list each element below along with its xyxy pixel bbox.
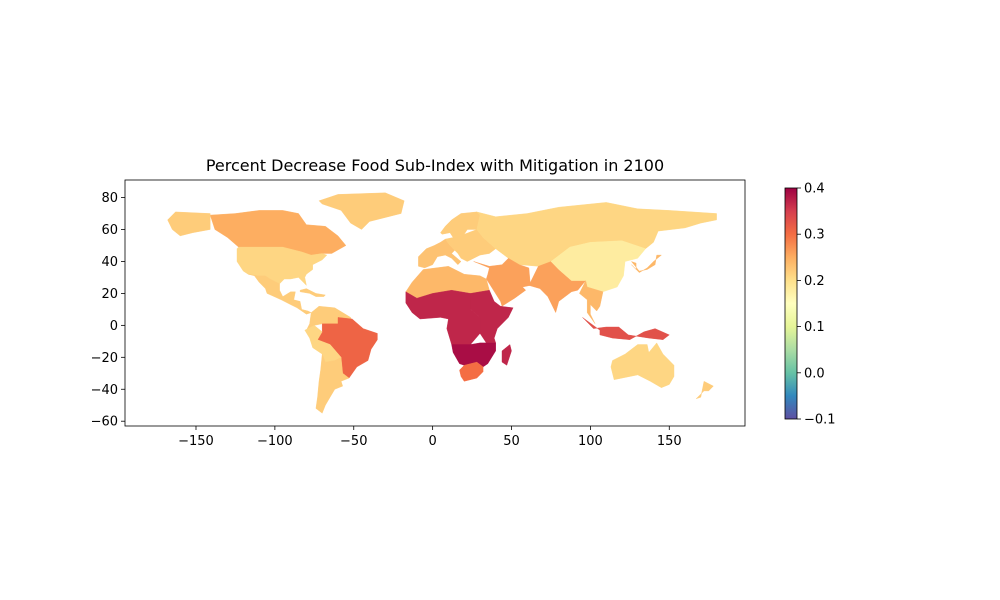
region-mexico-central-america xyxy=(248,274,312,315)
region-western-europe xyxy=(418,238,462,269)
y-tick-label: 0 xyxy=(110,319,118,334)
colorbar-gradient xyxy=(784,187,798,420)
region-caribbean xyxy=(299,288,326,297)
x-tick-label: 0 xyxy=(428,434,436,449)
region-japan-korea xyxy=(630,254,662,273)
region-new-zealand xyxy=(695,381,714,399)
plot-border xyxy=(124,179,746,427)
region-canada xyxy=(209,210,347,259)
y-tick-label: −20 xyxy=(91,351,118,366)
y-tick-label: 40 xyxy=(101,255,118,270)
map-regions xyxy=(167,192,717,414)
y-tick-label: 60 xyxy=(101,223,118,238)
y-tick-label: −60 xyxy=(91,415,118,430)
y-axis: 80 60 40 20 0 −20 −40 −60 xyxy=(91,191,125,430)
colorbar-tick-label: 0.3 xyxy=(804,228,825,243)
chart-title: Percent Decrease Food Sub-Index with Mit… xyxy=(206,156,664,175)
colorbar-tick-label: −0.1 xyxy=(804,413,836,428)
x-tick-label: −150 xyxy=(178,434,214,449)
region-southern-south-america xyxy=(315,354,350,414)
y-tick-label: 80 xyxy=(101,191,118,206)
region-southern-africa xyxy=(451,342,496,368)
colorbar: 0.4 0.3 0.2 0.1 0.0 −0.1 xyxy=(784,182,836,428)
region-southeast-asia xyxy=(579,280,604,324)
region-south-africa xyxy=(459,361,484,382)
x-axis: −150 −100 −50 0 50 100 150 xyxy=(178,426,682,449)
y-tick-label: −40 xyxy=(91,383,118,398)
colorbar-tick-label: 0.2 xyxy=(804,274,825,289)
region-middle-east xyxy=(473,258,531,307)
colorbar-tick-label: 0.4 xyxy=(804,182,825,197)
region-madagascar xyxy=(501,344,512,366)
colorbar-tick-label: 0.0 xyxy=(804,366,825,381)
plot-area xyxy=(124,179,746,427)
region-china xyxy=(550,240,646,293)
region-east-africa xyxy=(470,289,514,344)
region-australia xyxy=(610,342,675,388)
region-alaska xyxy=(167,211,211,237)
y-tick-label: 20 xyxy=(101,287,118,302)
colorbar-tick-label: 0.1 xyxy=(804,320,825,335)
region-indonesia xyxy=(582,317,670,340)
x-tick-label: −50 xyxy=(340,434,367,449)
x-tick-label: 50 xyxy=(503,434,520,449)
x-tick-label: 100 xyxy=(578,434,603,449)
x-tick-label: 150 xyxy=(657,434,682,449)
x-tick-label: −100 xyxy=(257,434,293,449)
region-russia-central-asia xyxy=(476,202,717,267)
region-greenland xyxy=(318,192,405,230)
